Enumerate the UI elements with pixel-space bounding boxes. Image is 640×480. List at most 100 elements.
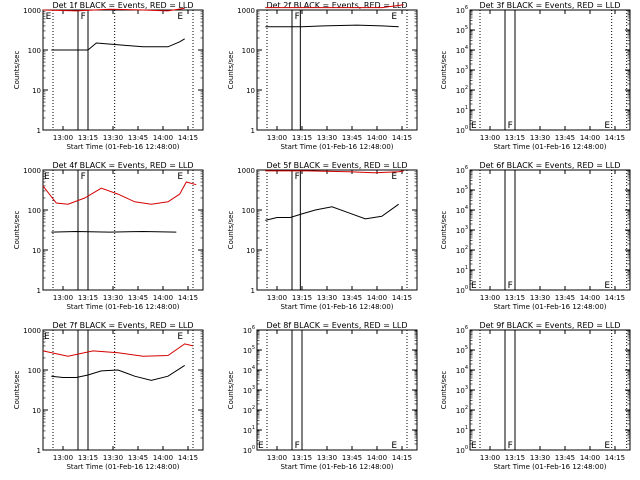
plot-frame xyxy=(256,9,418,131)
panel-det-7f: Det 7f BLACK = Events, RED = LLD 13:00 13:… xyxy=(13,321,204,471)
x-tick-label: 13:30 xyxy=(530,294,550,302)
x-tick-label: 13:15 xyxy=(505,454,525,462)
event-marker-e: E xyxy=(391,12,397,22)
y-tick-label: 101 xyxy=(456,265,468,275)
x-tick-label: 13:15 xyxy=(78,134,98,142)
y-tick-label: 104 xyxy=(243,365,255,375)
x-tick-label: 14:15 xyxy=(605,134,625,142)
x-tick-label: 13:30 xyxy=(530,454,550,462)
y-tick-label: 106 xyxy=(243,325,255,335)
x-tick-label: 13:45 xyxy=(555,294,575,302)
x-tick-label: 13:00 xyxy=(480,454,500,462)
y-tick-label: 10 xyxy=(32,87,41,95)
panel-det-5f: Det 5f BLACK = Events, RED = LLD 13:00 13:… xyxy=(227,161,418,311)
y-tick-label: 1 xyxy=(251,127,255,135)
plot-frame xyxy=(469,169,631,291)
events-series-line xyxy=(51,38,185,51)
y-tick-label: 100 xyxy=(243,445,255,455)
x-tick-label: 14:00 xyxy=(367,454,387,462)
panel-title: Det 3f BLACK = Events, RED = LLD xyxy=(479,1,620,10)
event-marker-e: E xyxy=(177,172,183,182)
y-tick-label: 1000 xyxy=(23,167,41,175)
event-marker-e: E xyxy=(44,332,50,342)
event-marker-e: E xyxy=(391,172,397,182)
event-marker-f: F xyxy=(508,121,513,131)
event-marker-e: E xyxy=(44,172,50,182)
y-tick-label: 100 xyxy=(456,125,468,135)
event-marker-f: F xyxy=(295,12,300,22)
x-tick-label: 13:45 xyxy=(128,454,148,462)
y-tick-label: 10 xyxy=(32,407,41,415)
x-tick-label: 13:15 xyxy=(292,454,312,462)
plot-frame xyxy=(469,9,631,131)
y-tick-label: 1000 xyxy=(237,167,255,175)
x-tick-label: 13:00 xyxy=(267,294,287,302)
x-tick-label: 13:30 xyxy=(317,134,337,142)
event-marker-e: E xyxy=(177,12,183,22)
y-tick-label: 102 xyxy=(456,85,468,95)
y-axis-label: Counts/sec xyxy=(227,371,235,410)
y-tick-label: 104 xyxy=(456,365,468,375)
y-tick-label: 1 xyxy=(251,287,255,295)
x-tick-label: 14:15 xyxy=(178,134,198,142)
panel-det-2f: Det 2f BLACK = Events, RED = LLD 13:00 13:… xyxy=(227,1,418,151)
y-tick-label: 100 xyxy=(456,445,468,455)
plot-frame xyxy=(256,329,418,451)
event-marker-f: F xyxy=(295,172,300,182)
event-marker-e: E xyxy=(604,281,610,291)
plot-frame xyxy=(42,169,204,291)
y-tick-label: 106 xyxy=(456,5,468,15)
y-tick-label: 1 xyxy=(37,287,41,295)
panel-det-1f: Det 1f BLACK = Events, RED = LLD 13:00 13:… xyxy=(13,1,204,151)
x-tick-label: 13:00 xyxy=(267,454,287,462)
events-series-line xyxy=(51,230,177,233)
panel-det-4f: Det 4f BLACK = Events, RED = LLD 13:00 13:… xyxy=(13,161,204,311)
x-tick-label: 14:00 xyxy=(580,454,600,462)
y-tick-label: 106 xyxy=(456,325,468,335)
lld-series-line xyxy=(42,181,197,205)
event-marker-f: F xyxy=(508,441,513,451)
x-tick-label: 14:00 xyxy=(153,454,173,462)
y-tick-label: 1000 xyxy=(23,327,41,335)
panel-det-8f: Det 8f BLACK = Events, RED = LLD 13:00 13:… xyxy=(227,321,418,471)
y-tick-label: 10 xyxy=(32,247,41,255)
y-axis-label: Counts/sec xyxy=(227,51,235,90)
event-marker-e: E xyxy=(471,281,477,291)
event-marker-f: F xyxy=(508,281,513,291)
plot-frame xyxy=(42,329,204,451)
x-tick-label: 14:15 xyxy=(605,454,625,462)
x-tick-label: 14:15 xyxy=(605,294,625,302)
event-marker-f: F xyxy=(81,172,86,182)
x-tick-label: 13:45 xyxy=(342,134,362,142)
lld-series-line xyxy=(265,170,404,174)
y-axis-label: Counts/sec xyxy=(440,371,448,410)
x-tick-label: 14:15 xyxy=(178,294,198,302)
y-axis-label: Counts/sec xyxy=(227,211,235,250)
event-marker-e: E xyxy=(46,12,52,22)
x-tick-label: 14:00 xyxy=(367,294,387,302)
x-tick-label: 13:00 xyxy=(480,294,500,302)
panel-title: Det 6f BLACK = Events, RED = LLD xyxy=(479,161,620,170)
x-tick-label: 13:45 xyxy=(128,294,148,302)
events-series-line xyxy=(265,24,399,28)
panel-title: Det 8f BLACK = Events, RED = LLD xyxy=(266,321,407,330)
event-marker-e: E xyxy=(258,441,264,451)
y-tick-label: 103 xyxy=(456,225,468,235)
x-tick-label: 13:15 xyxy=(78,454,98,462)
x-tick-label: 13:30 xyxy=(103,134,123,142)
x-axis-label: Start Time (01-Feb-16 12:48:00) xyxy=(66,303,179,311)
x-axis-label: Start Time (01-Feb-16 12:48:00) xyxy=(280,463,393,471)
y-tick-label: 105 xyxy=(243,345,255,355)
y-axis-label: Counts/sec xyxy=(13,51,21,90)
events-series-line xyxy=(51,364,185,381)
panel-det-9f: Det 9f BLACK = Events, RED = LLD 13:00 13:… xyxy=(440,321,631,471)
x-tick-label: 13:15 xyxy=(505,134,525,142)
y-tick-label: 100 xyxy=(242,47,255,55)
y-tick-label: 1 xyxy=(37,127,41,135)
y-tick-label: 105 xyxy=(456,185,468,195)
panel-title: Det 9f BLACK = Events, RED = LLD xyxy=(479,321,620,330)
y-tick-label: 101 xyxy=(456,105,468,115)
plot-frame xyxy=(42,9,204,131)
x-tick-label: 13:00 xyxy=(480,134,500,142)
